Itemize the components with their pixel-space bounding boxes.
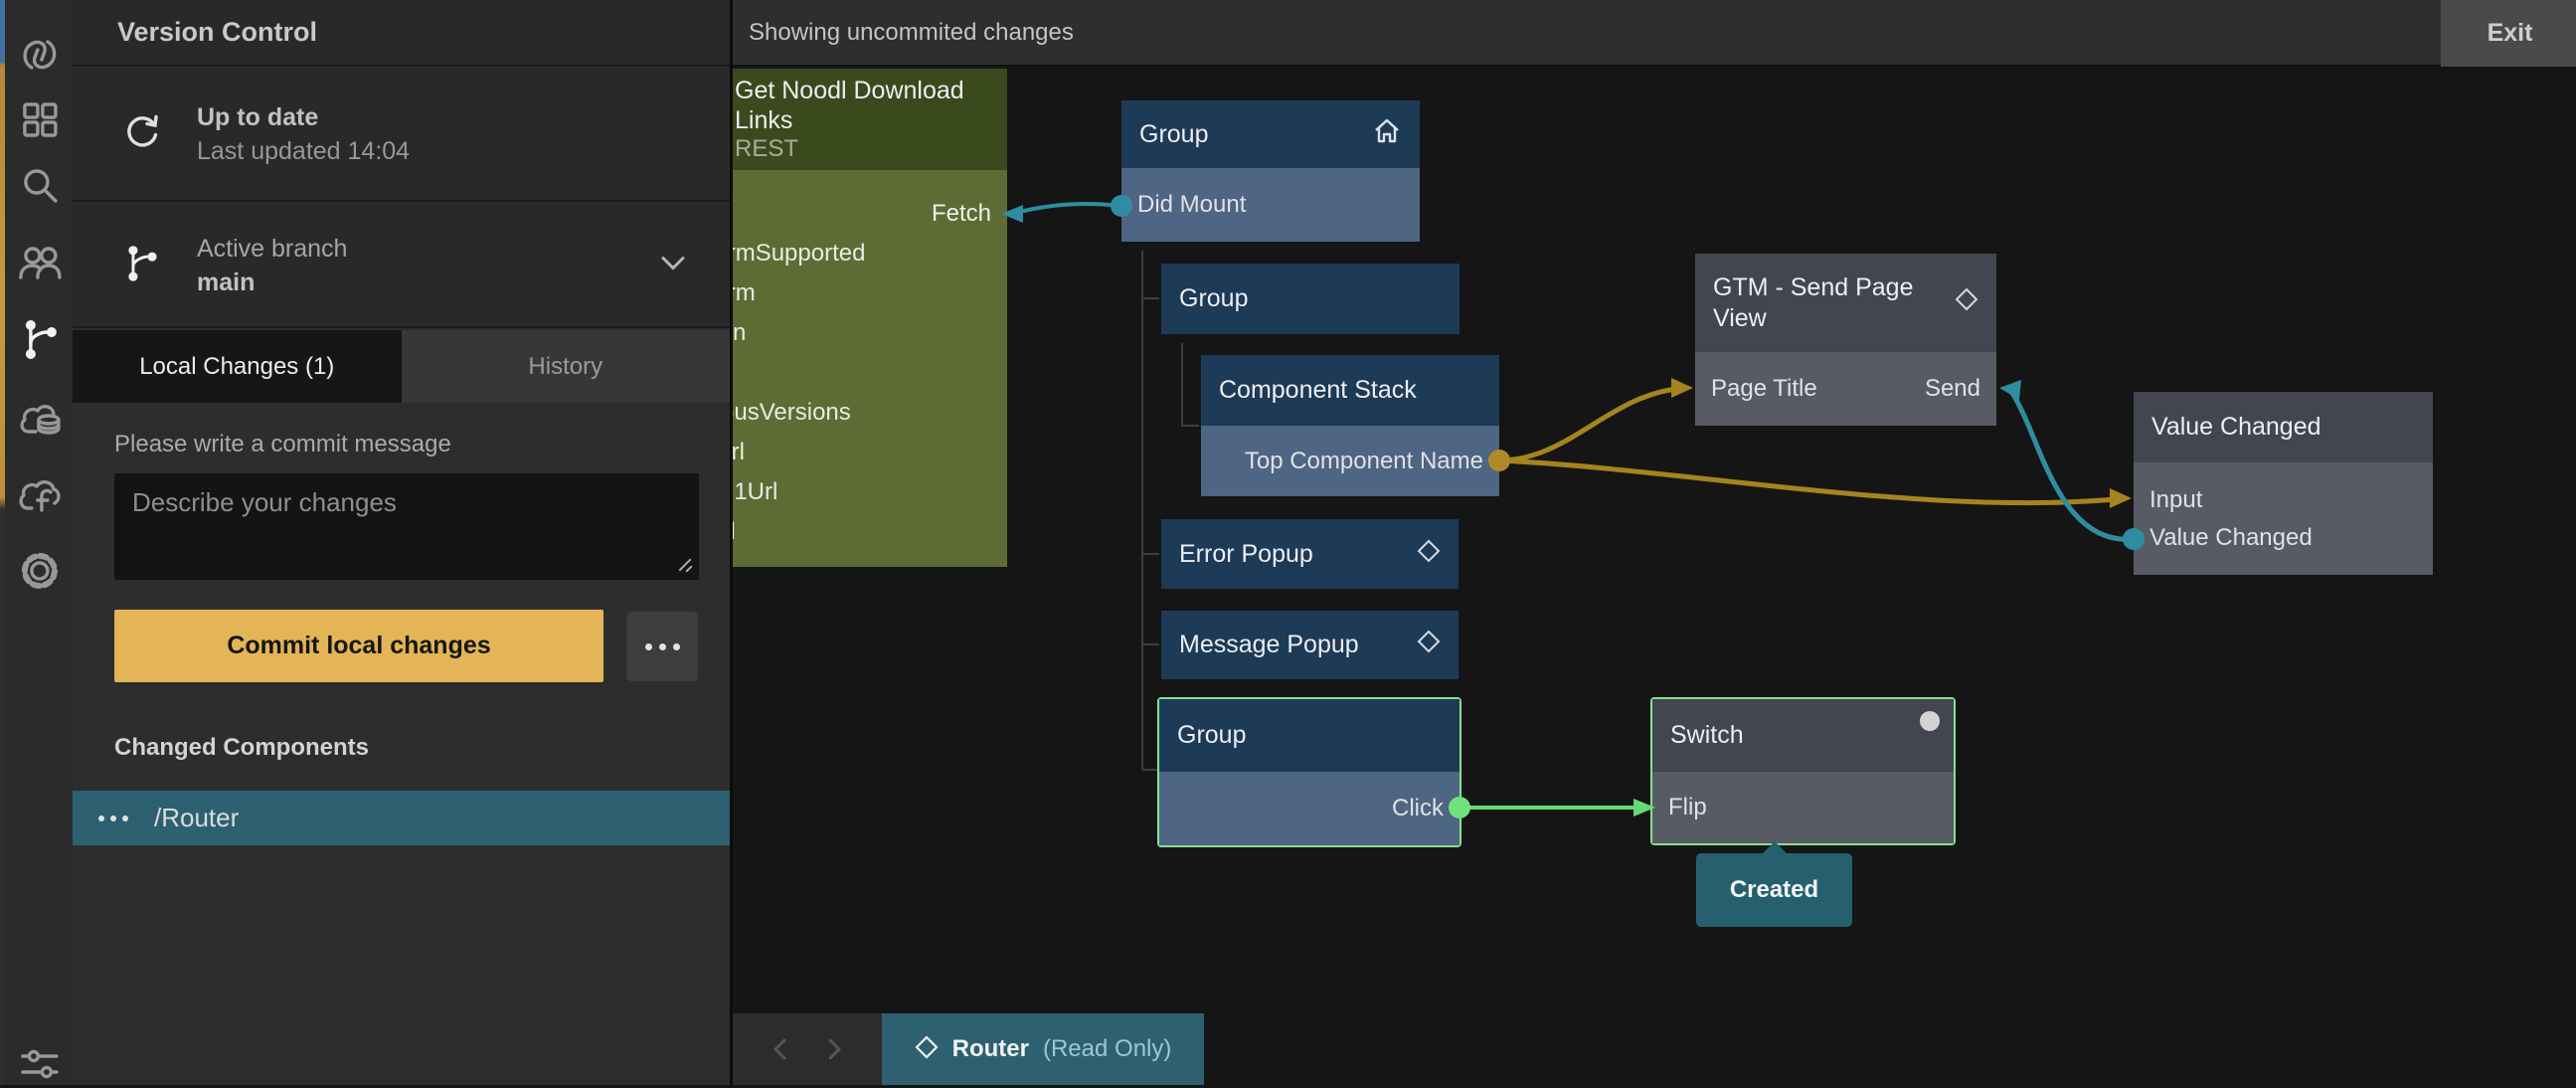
port-output[interactable]: previousVersions xyxy=(733,399,851,426)
router-component-tab[interactable]: Router (Read Only) xyxy=(882,1013,1204,1085)
noodl-logo-icon[interactable] xyxy=(15,31,63,79)
node-subtitle: REST xyxy=(735,135,799,162)
wire-stack-input[interactable] xyxy=(1488,450,2132,508)
wires-overlay xyxy=(1001,195,2145,818)
port-page-title[interactable]: Page Title xyxy=(1711,375,1817,402)
component-nav-strip xyxy=(733,1013,882,1085)
nav-back-button[interactable] xyxy=(768,1036,793,1062)
brand-accent-strip xyxy=(0,0,5,1085)
node-status-dot xyxy=(1920,711,1940,731)
created-tooltip-label: Created xyxy=(1729,876,1819,903)
settings-gear-icon[interactable] xyxy=(15,547,63,595)
refresh-icon[interactable] xyxy=(122,112,162,157)
port-click[interactable]: Click xyxy=(1159,772,1460,845)
branch-name: main xyxy=(197,268,256,296)
port-output[interactable]: winUrl xyxy=(733,512,1007,552)
port-output[interactable]: platformSupported xyxy=(733,240,866,267)
port-fetch[interactable]: Fetch xyxy=(931,200,991,227)
node-title: Group xyxy=(1177,721,1247,749)
ellipsis-icon xyxy=(644,642,652,650)
active-branch-row[interactable]: Active branch main xyxy=(73,204,730,328)
home-icon xyxy=(1372,116,1402,153)
commit-button[interactable]: Commit local changes xyxy=(114,610,603,682)
node-title: Group xyxy=(1179,284,1249,312)
node-title: GTM - Send Page View xyxy=(1713,272,1914,332)
node-title: Message Popup xyxy=(1179,631,1359,658)
wire-stack-pagetitle[interactable] xyxy=(1498,378,1693,463)
port-value-changed[interactable]: Value Changed xyxy=(2149,523,2313,551)
panel-title: Version Control xyxy=(117,17,318,47)
node-error-popup[interactable]: Error Popup xyxy=(1161,519,1459,589)
node-title: Component Stack xyxy=(1219,376,1417,404)
node-rest[interactable]: Get Noodl Download Links REST Fetch plat… xyxy=(733,69,1007,567)
canvas-topbar: Showing uncommited changes Exit xyxy=(733,0,2576,67)
port-did-mount[interactable]: Did Mount xyxy=(1121,168,1420,242)
panel-tabs: Local Changes (1) History xyxy=(73,330,730,403)
commit-more-button[interactable] xyxy=(626,612,698,681)
cloud-functions-icon[interactable] xyxy=(15,472,63,520)
port-flip[interactable]: Flip xyxy=(1652,772,1954,843)
changed-component-item[interactable]: /Router xyxy=(73,791,730,845)
component-diamond-icon xyxy=(1955,287,1978,318)
component-diamond-icon xyxy=(915,1034,939,1064)
port-output[interactable]: url xyxy=(733,353,1007,393)
tab-history[interactable]: History xyxy=(401,330,730,403)
port-input[interactable]: Input xyxy=(2149,485,2203,513)
app-sidebar xyxy=(0,0,73,1085)
version-control-icon[interactable] xyxy=(15,315,63,363)
node-switch[interactable]: Switch Flip xyxy=(1650,697,1956,845)
node-group-selected[interactable]: Group Click xyxy=(1157,697,1461,847)
node-message-popup[interactable]: Message Popup xyxy=(1161,611,1459,679)
sync-status-row[interactable]: Up to date Last updated 14:04 xyxy=(73,69,730,202)
node-title: Value Changed xyxy=(2151,413,2321,441)
node-title: Error Popup xyxy=(1179,539,1313,568)
version-control-panel: Version Control Up to date Last updated … xyxy=(73,0,730,1085)
changed-component-name: /Router xyxy=(154,803,240,832)
cloud-data-icon[interactable] xyxy=(15,396,63,444)
search-icon[interactable] xyxy=(15,161,63,209)
editor-settings-icon[interactable] xyxy=(15,1040,63,1088)
router-readonly-label: (Read Only) xyxy=(1042,1035,1172,1062)
branch-icon xyxy=(122,243,162,287)
node-group-root[interactable]: Group Did Mount xyxy=(1121,100,1420,242)
node-component-stack[interactable]: Component Stack Top Component Name xyxy=(1201,355,1499,496)
component-dots-icon[interactable] xyxy=(98,815,128,821)
node-title: Group xyxy=(1139,119,1209,148)
port-output[interactable]: macUrl xyxy=(733,439,745,465)
node-gtm-send-page-view[interactable]: GTM - Send Page View Page Title Send xyxy=(1695,254,1996,426)
collaborators-icon[interactable] xyxy=(15,240,63,287)
node-graph-canvas[interactable]: Get Noodl Download Links REST Fetch plat… xyxy=(733,67,2576,1085)
port-output[interactable]: platform xyxy=(733,279,756,306)
node-group-2[interactable]: Group xyxy=(1161,264,1460,334)
sync-status: Up to date xyxy=(197,103,319,131)
wire-didmount-fetch[interactable] xyxy=(1001,195,1132,223)
port-top-component-name[interactable]: Top Component Name xyxy=(1201,426,1499,496)
changed-components-heading: Changed Components xyxy=(114,734,369,761)
dashboard-grid-icon[interactable] xyxy=(15,95,63,143)
component-diamond-icon xyxy=(1417,630,1441,660)
workspace: Showing uncommited changes Exit Get Nood… xyxy=(730,0,2576,1085)
chevron-down-icon[interactable] xyxy=(658,253,688,277)
port-output[interactable]: version xyxy=(733,319,747,346)
tab-local-changes[interactable]: Local Changes (1) xyxy=(73,330,402,403)
panel-header: Version Control xyxy=(73,0,730,67)
router-tab-label: Router xyxy=(951,1035,1029,1062)
node-title: Get Noodl Download Links xyxy=(735,77,964,134)
created-tooltip: Created xyxy=(1696,841,1852,927)
nav-forward-button[interactable] xyxy=(821,1036,847,1062)
node-value-changed[interactable]: Value Changed Input Value Changed xyxy=(2134,392,2433,575)
sync-updated: Last updated 14:04 xyxy=(197,137,411,165)
node-title: Switch xyxy=(1670,721,1744,749)
branch-label: Active branch xyxy=(197,234,348,263)
commit-message-input[interactable] xyxy=(114,473,699,580)
wire-valuechanged-send[interactable] xyxy=(1999,380,2145,550)
port-output[interactable]: macM1Url xyxy=(733,478,778,505)
port-send[interactable]: Send xyxy=(1924,375,1980,402)
commit-message-label: Please write a commit message xyxy=(114,431,451,457)
exit-button[interactable]: Exit xyxy=(2441,0,2576,67)
uncommitted-status-text: Showing uncommited changes xyxy=(749,18,1074,46)
component-diamond-icon xyxy=(1417,539,1441,570)
wire-click-flip[interactable] xyxy=(1449,797,1655,818)
